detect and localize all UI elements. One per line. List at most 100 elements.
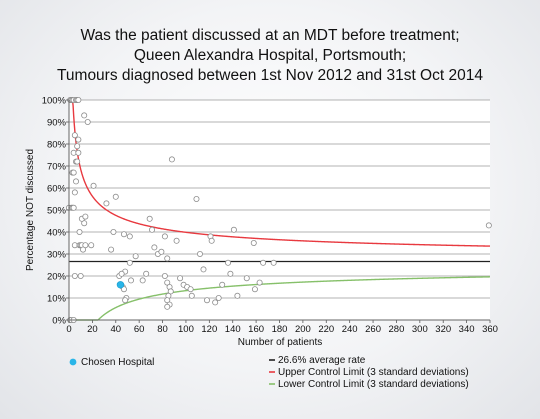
hospital-point (193, 195, 200, 202)
hospital-point (112, 193, 119, 200)
hospital-point (73, 178, 80, 185)
hospital-point (88, 242, 95, 249)
y-tick-label: 0% (52, 316, 66, 327)
hospital-point (161, 233, 168, 240)
x-tick-label: 180 (272, 324, 288, 335)
hospital-point (164, 255, 171, 262)
y-tick-label: 60% (47, 184, 67, 195)
hospital-point (196, 250, 203, 257)
hospital-point (108, 246, 115, 253)
y-tick-label: 10% (47, 294, 67, 305)
hospital-point (208, 237, 215, 244)
x-tick-label: 160 (248, 324, 264, 335)
hospital-point (270, 259, 277, 266)
x-tick-label: 340 (459, 324, 475, 335)
x-tick-label: 120 (201, 324, 217, 335)
x-tick-label: 20 (87, 324, 98, 335)
hospital-point (80, 246, 87, 253)
hospital-point (243, 275, 250, 282)
y-tick-label: 100% (42, 96, 67, 107)
y-tick-label: 30% (47, 250, 67, 261)
legend-chosen-hospital-label: Chosen Hospital (81, 357, 154, 368)
hospital-point (77, 272, 84, 279)
hospital-point (146, 215, 153, 222)
hospital-point (151, 244, 158, 251)
hospital-point (219, 281, 226, 288)
legend-chosen-hospital-marker (69, 358, 77, 366)
x-tick-label: 300 (412, 324, 428, 335)
hospital-point (164, 303, 171, 310)
axes (66, 99, 491, 323)
tick-labels: 0% 10% 20% 30% 40% 50% 60% 70% 80% 90% 100% 0 20 40 60… (42, 96, 498, 336)
hospital-point (256, 279, 263, 286)
gridlines (69, 99, 490, 320)
hospital-point (120, 286, 127, 293)
hospital-point (200, 266, 207, 273)
x-tick-label: 40 (110, 324, 121, 335)
hospital-point (81, 112, 88, 119)
hospital-point (251, 286, 258, 293)
hospital-point (177, 275, 184, 282)
y-tick-label: 90% (47, 118, 67, 129)
y-tick-label: 70% (47, 162, 67, 173)
chart-title-line-1: Was the patient discussed at an MDT befo… (80, 27, 460, 44)
y-tick-label: 40% (47, 228, 67, 239)
hospital-point (84, 119, 91, 126)
hospital-point (126, 259, 133, 266)
x-tick-label: 240 (342, 324, 358, 335)
legend-line-label: Upper Control Limit (3 standard deviatio… (278, 367, 469, 378)
legend-line-label: Lower Control Limit (3 standard deviatio… (278, 379, 469, 390)
x-tick-label: 140 (225, 324, 241, 335)
hospital-point (225, 259, 232, 266)
hospital-point (76, 228, 83, 235)
hospital-point (485, 222, 492, 229)
x-tick-label: 100 (178, 324, 194, 335)
hospital-point (120, 231, 127, 238)
y-tick-label: 20% (47, 272, 67, 283)
hospital-point (70, 169, 77, 176)
x-tick-label: 80 (157, 324, 168, 335)
hospital-point (118, 270, 125, 277)
hospital-point (75, 97, 82, 104)
y-tick-label: 50% (47, 206, 67, 217)
hospital-point (126, 233, 133, 240)
hospital-point (230, 226, 237, 233)
hospital-point (110, 228, 117, 235)
hospital-point (139, 277, 146, 284)
y-axis-label: Percentage NOT discussed (25, 149, 36, 271)
x-tick-label: 0 (66, 324, 71, 335)
hospital-point (260, 259, 267, 266)
legend-line-label: 26.6% average rate (278, 355, 366, 366)
hospital-point (75, 149, 82, 156)
chart-title-line-2: Queen Alexandra Hospital, Portsmouth; (133, 47, 407, 64)
chart-title: Was the patient discussed at an MDT befo… (0, 26, 540, 86)
upper-control-limit-line (70, 99, 491, 247)
hospital-point (132, 253, 139, 260)
chosen-hospital-point (116, 281, 125, 289)
hospital-point (215, 294, 222, 301)
hospital-point (90, 182, 97, 189)
hospital-point (168, 156, 175, 163)
hospital-point (74, 158, 81, 165)
hospital-point (234, 292, 241, 299)
x-tick-label: 320 (435, 324, 451, 335)
hospital-point (143, 270, 150, 277)
x-tick-label: 200 (295, 324, 311, 335)
hospital-point (70, 204, 77, 211)
hospital-point (75, 136, 82, 143)
hospital-point (71, 132, 78, 139)
hospital-point (127, 277, 134, 284)
hospital-point (188, 292, 195, 299)
x-tick-label: 260 (365, 324, 381, 335)
hospital-point (122, 297, 129, 304)
y-tick-label: 80% (47, 140, 67, 151)
hospital-point (227, 270, 234, 277)
hospital-point (203, 297, 210, 304)
hospital-point (161, 272, 168, 279)
lower-control-limit-line (70, 276, 491, 321)
x-tick-label: 60 (134, 324, 145, 335)
x-axis-label: Number of patients (238, 337, 323, 348)
chart-title-line-3: Tumours diagnosed between 1st Nov 2012 a… (57, 67, 483, 84)
